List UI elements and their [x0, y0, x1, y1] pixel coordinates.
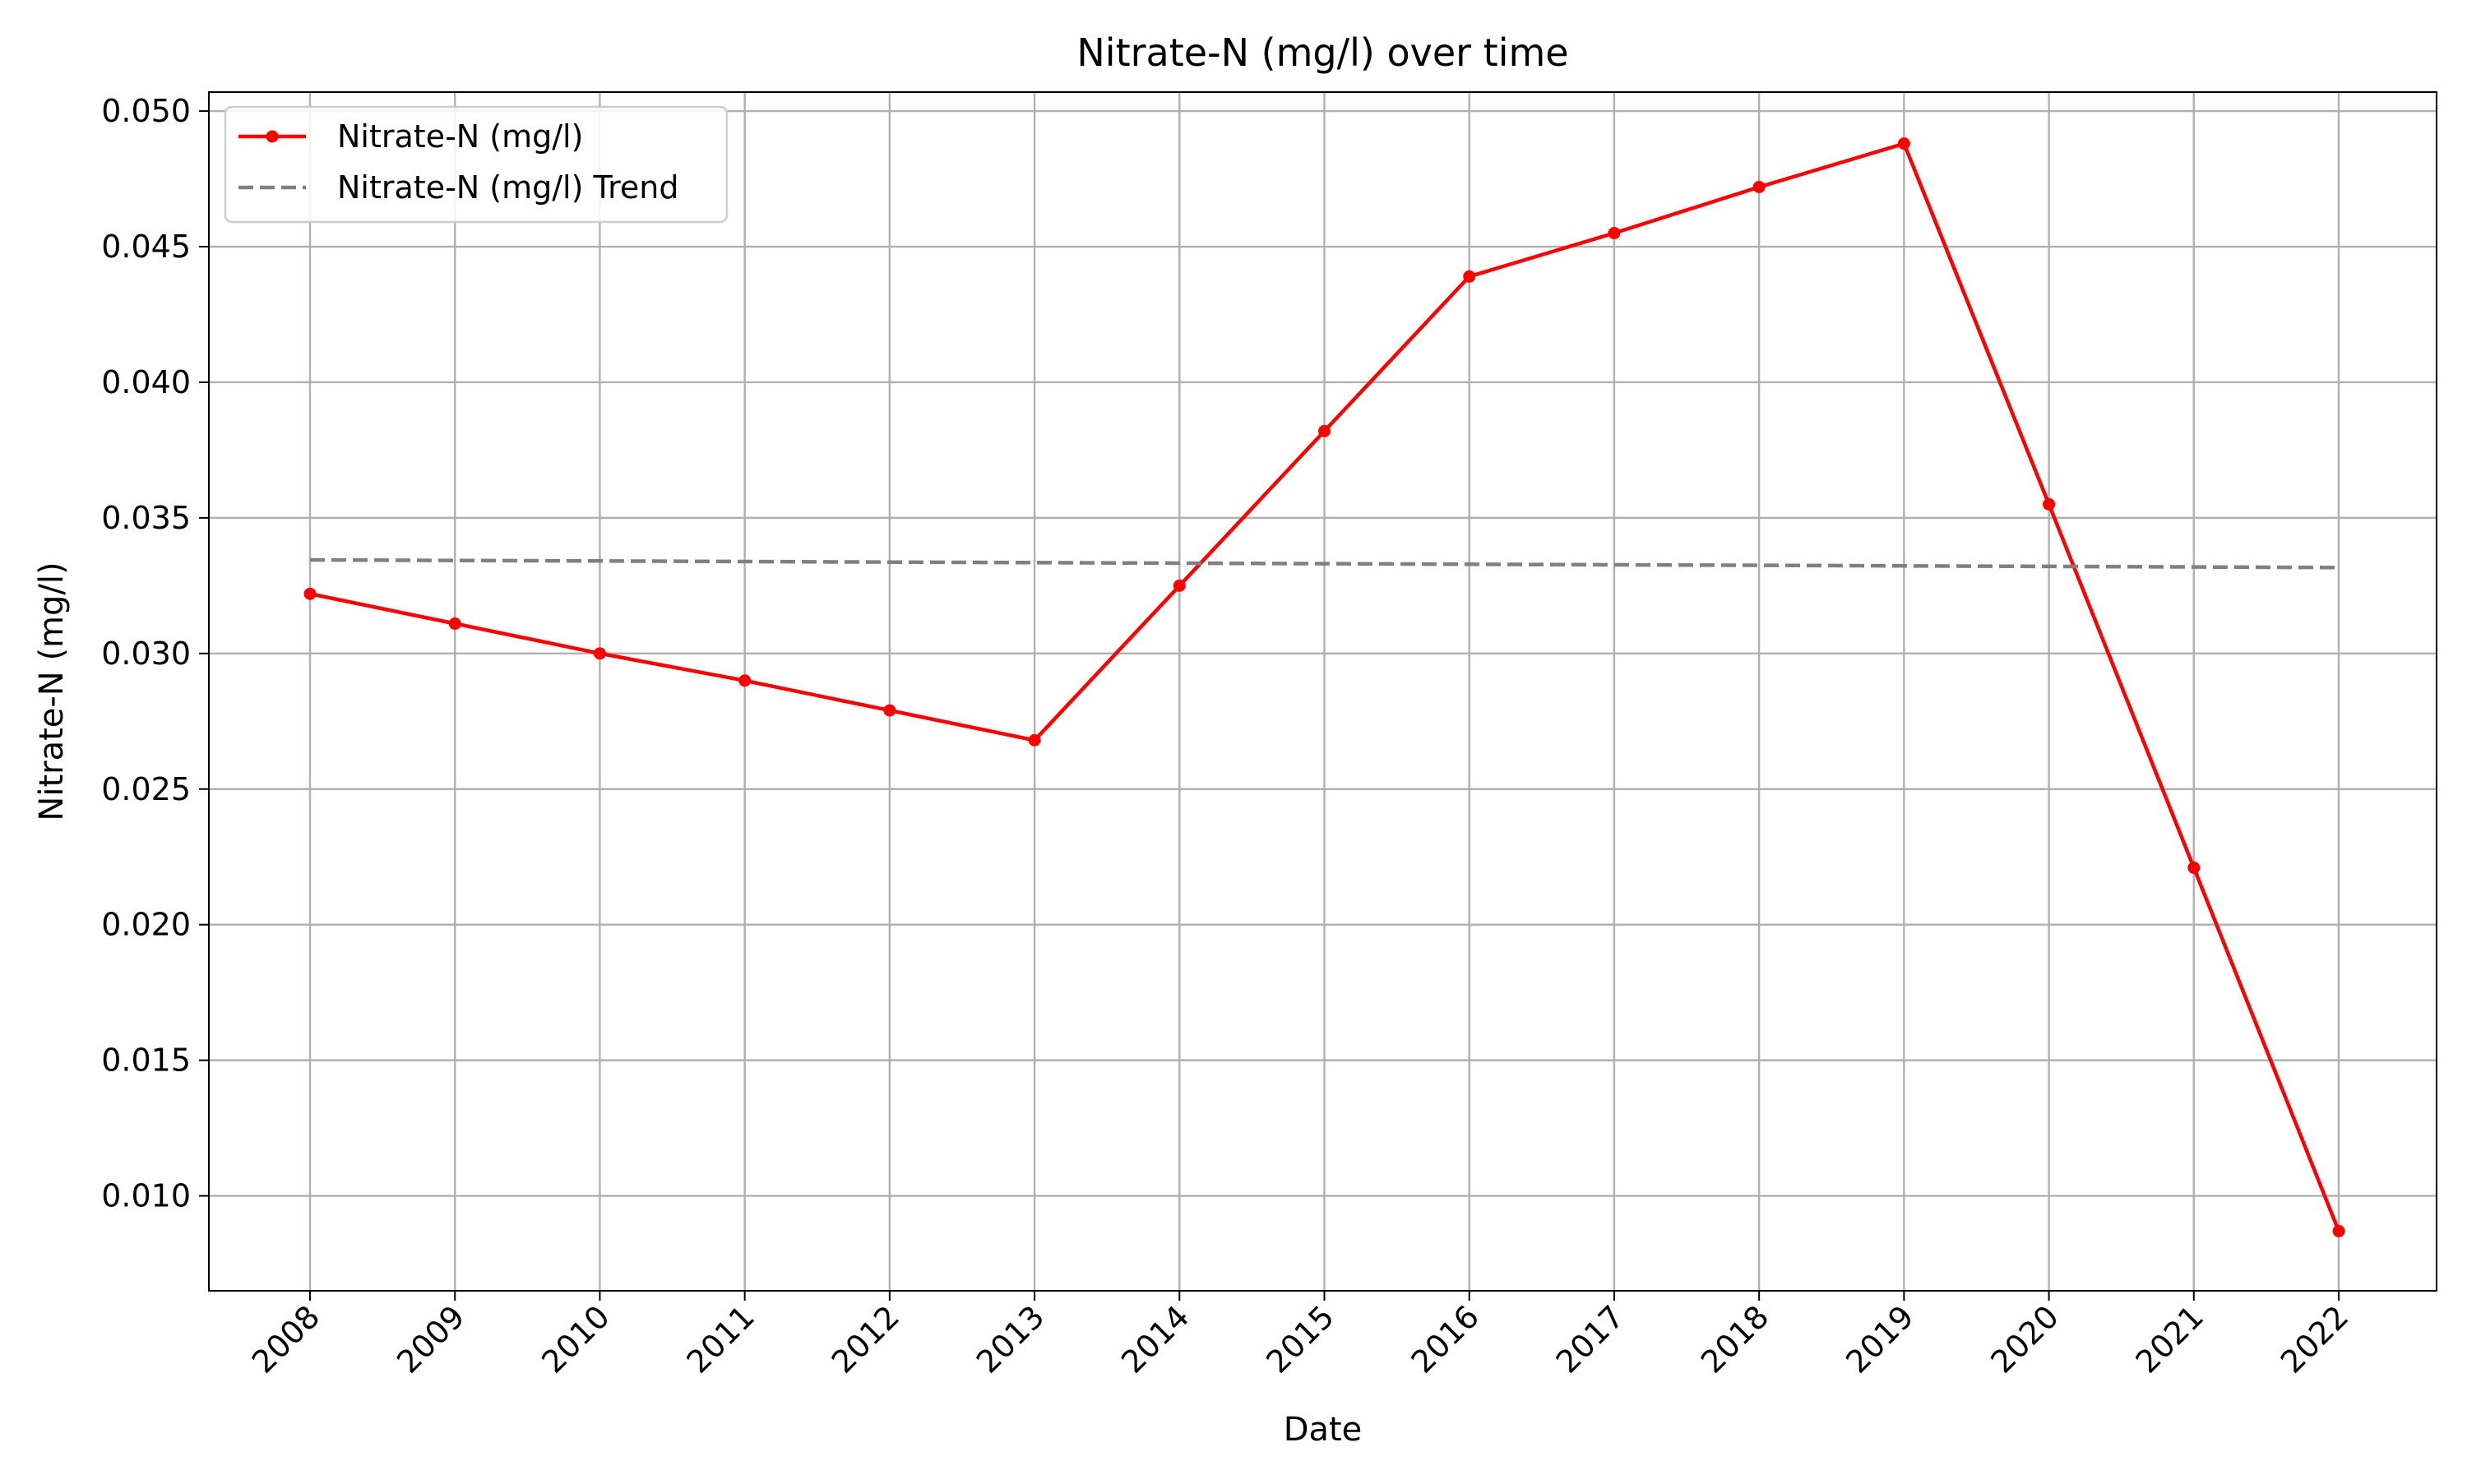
data-point — [303, 587, 317, 600]
x-tick-label: 2014 — [1114, 1298, 1196, 1380]
data-point — [738, 674, 752, 687]
data-point — [1173, 579, 1186, 592]
x-tick-label: 2011 — [680, 1298, 762, 1380]
y-tick-label: 0.045 — [101, 229, 191, 265]
data-point — [1897, 137, 1910, 150]
x-tick-label: 2012 — [825, 1298, 907, 1380]
data-point — [1463, 270, 1476, 283]
data-point — [2332, 1224, 2345, 1237]
y-tick-label: 0.040 — [101, 364, 191, 400]
grid — [209, 92, 2437, 1291]
trend-line — [309, 557, 2340, 570]
data-point — [1608, 227, 1621, 240]
legend-marker — [266, 130, 279, 143]
data-point — [883, 704, 896, 717]
x-tick-label: 2018 — [1694, 1298, 1776, 1380]
legend-box — [224, 105, 729, 224]
x-tick-label: 2008 — [245, 1298, 327, 1380]
y-tick-label: 0.010 — [101, 1178, 191, 1214]
data-point — [1028, 733, 1041, 747]
legend: Nitrate-N (mg/l) Nitrate-N (mg/l) Trend — [224, 105, 729, 224]
x-tick-label: 2013 — [970, 1298, 1052, 1380]
legend-label: Nitrate-N (mg/l) Trend — [337, 169, 679, 206]
plot-frame — [208, 91, 2437, 1292]
x-tick-label: 2020 — [1983, 1298, 2066, 1380]
data-point — [1752, 180, 1766, 193]
x-tick-label: 2010 — [535, 1298, 617, 1380]
y-tick-label: 0.050 — [101, 93, 191, 129]
x-axis-label: Date — [1284, 1411, 1363, 1449]
y-tick-label: 0.015 — [101, 1042, 191, 1079]
x-tick-label: 2015 — [1259, 1298, 1341, 1380]
data-point — [593, 647, 606, 660]
x-tick-label: 2021 — [2129, 1298, 2211, 1380]
x-tick-label: 2016 — [1405, 1298, 1487, 1380]
chart-title: Nitrate-N (mg/l) over time — [1076, 30, 1568, 75]
x-tick-label: 2009 — [390, 1298, 472, 1380]
legend-label: Nitrate-N (mg/l) — [337, 118, 583, 155]
data-point — [2187, 861, 2201, 874]
data-point — [2043, 497, 2056, 511]
x-tick-label: 2022 — [2274, 1298, 2356, 1380]
y-tick-label: 0.020 — [101, 907, 191, 943]
y-tick-label: 0.025 — [101, 771, 191, 807]
x-tick-label: 2017 — [1549, 1298, 1632, 1380]
x-tick-label: 2019 — [1839, 1298, 1921, 1380]
data-point — [448, 617, 461, 631]
series-trend — [309, 557, 2340, 570]
y-tick-label: 0.030 — [101, 636, 191, 672]
data-point — [1318, 424, 1331, 437]
axes: 0.010 0.015 0.020 0.025 0.030 0.035 0.040 0.045… — [101, 91, 2437, 1380]
series-nitrate — [303, 137, 2345, 1237]
y-tick-label: 0.035 — [101, 500, 191, 536]
y-axis-label: Nitrate-N (mg/l) — [33, 562, 71, 821]
